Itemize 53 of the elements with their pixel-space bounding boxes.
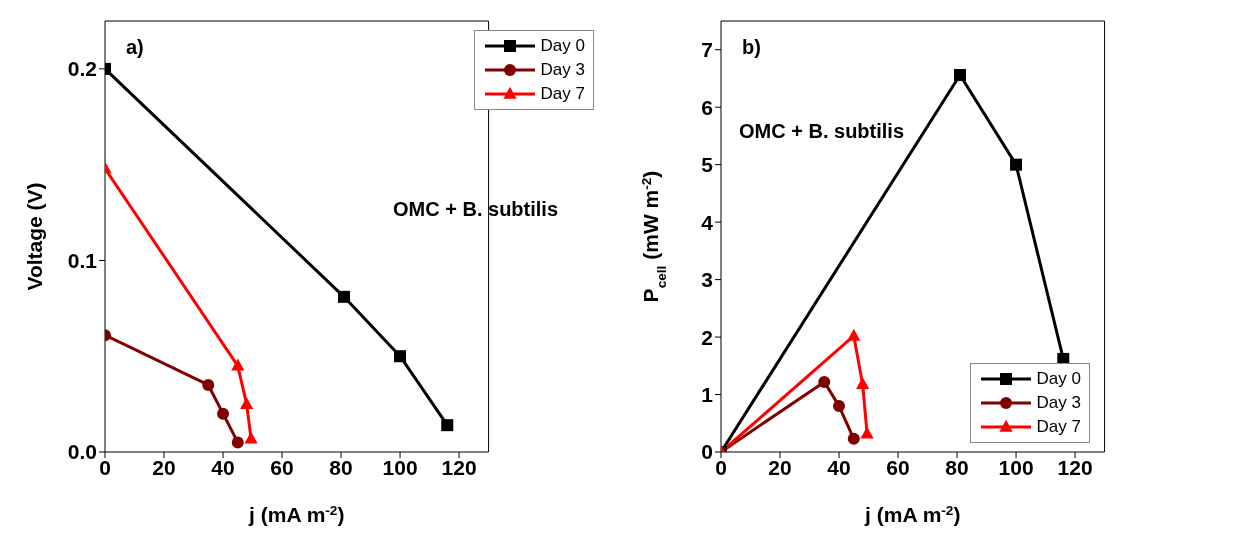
point	[338, 290, 350, 303]
point	[847, 328, 861, 341]
legend-label: Day 7	[540, 84, 585, 104]
x-tick-label: 120	[441, 455, 477, 479]
y-tick-label: 3	[701, 268, 713, 292]
x-tick-label: 60	[270, 455, 294, 479]
x-tick-label: 20	[768, 455, 792, 479]
legend-label: Day 3	[1036, 393, 1081, 413]
point	[231, 436, 244, 449]
point	[847, 432, 860, 445]
x-tick-label: 80	[945, 455, 969, 479]
x-tick-label: 40	[827, 455, 851, 479]
point	[244, 431, 258, 444]
x-tick-label: 60	[886, 455, 910, 479]
annotation: a)	[126, 36, 144, 59]
x-axis-title: j (mA m$^{-2}$)	[864, 502, 961, 526]
y-axis-title: Voltage (V)	[23, 182, 46, 291]
x-tick-label: 100	[382, 455, 418, 479]
y-tick-label: 0.1	[67, 248, 98, 272]
point	[394, 350, 407, 363]
point	[860, 426, 874, 439]
legend-label: Day 0	[1036, 369, 1081, 389]
x-tick-label: 80	[329, 455, 353, 479]
point	[231, 358, 245, 371]
x-tick-label: 120	[1057, 455, 1093, 479]
x-tick-label: 100	[998, 455, 1034, 479]
legend-label: Day 0	[540, 36, 585, 56]
point	[954, 69, 966, 82]
annotation: b)	[742, 36, 761, 59]
point	[240, 396, 254, 409]
point	[202, 378, 215, 391]
x-tick-label: 20	[152, 455, 176, 479]
y-tick-label: 7	[701, 38, 713, 62]
point	[1010, 158, 1023, 171]
y-tick-label: 0	[701, 440, 713, 464]
annotation: OMC + B. subtilis	[393, 198, 559, 221]
point	[856, 376, 870, 389]
y-tick-label: 5	[701, 153, 714, 177]
y-tick-label: 0.0	[67, 440, 97, 464]
y-tick-label: 4	[701, 210, 714, 234]
point	[441, 419, 454, 432]
x-axis-title: j (mA m$^{-2}$)	[248, 502, 345, 526]
legend-label: Day 3	[540, 60, 585, 80]
point	[217, 407, 230, 420]
y-tick-label: 0.2	[67, 57, 97, 81]
point	[818, 375, 831, 388]
y-tick-label: 6	[701, 95, 713, 119]
point	[833, 400, 846, 413]
legend-label: Day 7	[1036, 417, 1081, 437]
y-tick-label: 1	[701, 382, 714, 406]
x-tick-label: 40	[211, 455, 235, 479]
annotation: OMC + B. subtilis	[739, 120, 905, 143]
y-tick-label: 2	[701, 325, 713, 349]
